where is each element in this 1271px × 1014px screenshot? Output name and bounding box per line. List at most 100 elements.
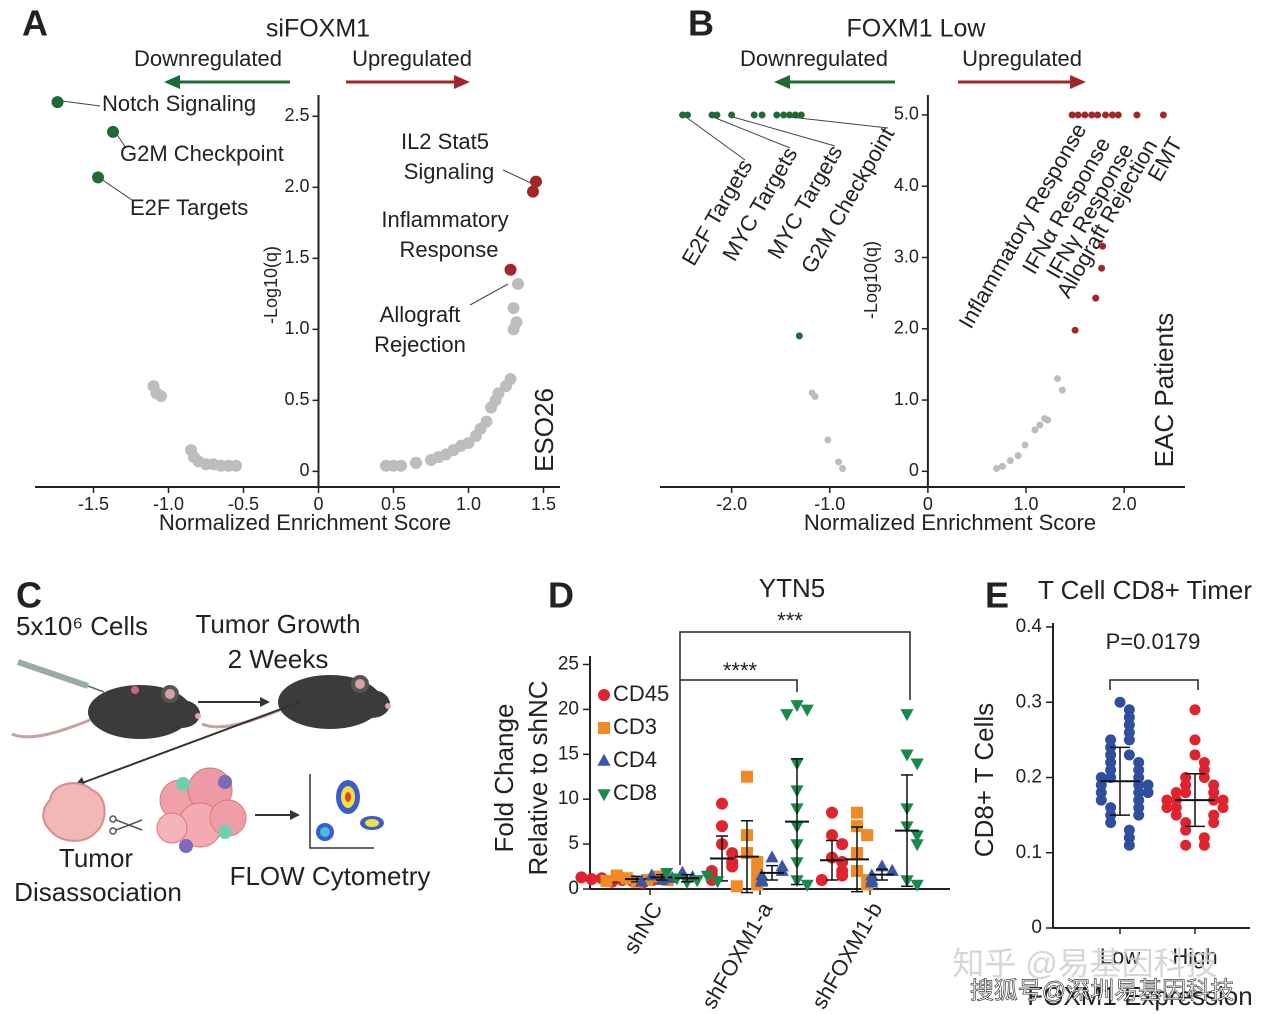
point: [107, 125, 119, 138]
dot: [1133, 809, 1145, 821]
diagram-label: Disassociation: [14, 877, 182, 907]
point: [1036, 421, 1044, 429]
point: [811, 392, 819, 400]
y-tick-label: 0.3: [1016, 691, 1042, 712]
point: [51, 96, 64, 109]
diagram-label: 2 Weeks: [228, 644, 329, 674]
watermarks: 知乎 @易基因科技 搜狐号@深圳易基因科技: [952, 945, 1234, 1004]
point: [708, 111, 716, 119]
dot: [700, 870, 714, 883]
annotation: P=0.0179: [1106, 629, 1201, 654]
dot: [851, 820, 863, 833]
point: [530, 175, 542, 188]
dot: [1123, 839, 1135, 851]
point: [512, 277, 524, 290]
point: [1099, 242, 1107, 250]
dot: [1105, 734, 1117, 746]
leader-line: [685, 116, 746, 161]
plot-frame: [309, 774, 374, 849]
dot: [1189, 734, 1201, 746]
annotation: Notch Signaling: [102, 91, 256, 116]
point: [92, 171, 104, 184]
point: [1081, 111, 1089, 119]
scissors: [109, 815, 143, 835]
point: [504, 373, 517, 386]
dot: [910, 879, 924, 892]
point: [998, 462, 1006, 470]
y-axis-label: CD8+ T Cells: [969, 703, 999, 857]
dot: [1105, 756, 1117, 768]
dot: [1105, 802, 1117, 814]
dot: [1180, 824, 1192, 836]
annotation: ***: [777, 608, 803, 633]
y-tick-label: 1.0: [894, 389, 919, 409]
immune-cell: [179, 839, 193, 853]
y-tick-label: 20: [558, 698, 579, 719]
dot: [1198, 764, 1210, 776]
panel-label: B: [688, 3, 714, 44]
point: [1094, 111, 1102, 119]
dot: [755, 874, 769, 887]
point: [993, 464, 1001, 472]
dot: [1180, 787, 1192, 799]
point: [773, 111, 781, 119]
arrow-head: [454, 75, 470, 89]
dot: [680, 877, 694, 890]
annotation: Rejection: [374, 332, 466, 357]
leader-line: [732, 116, 836, 147]
tumor: [42, 782, 106, 842]
x-tick-label: 2.0: [1112, 494, 1137, 514]
dot: [1105, 749, 1117, 761]
dot: [1105, 764, 1117, 776]
diagram-label: Tumor Growth: [195, 609, 360, 639]
watermark: 知乎 @易基因科技: [952, 945, 1217, 981]
legend-marker: [597, 789, 611, 802]
dot: [1208, 787, 1220, 799]
point: [839, 464, 847, 472]
dot: [1198, 832, 1210, 844]
dot: [585, 873, 598, 886]
y-tick-label: 0: [909, 460, 919, 480]
y-tick-label: 5.0: [894, 104, 919, 124]
dot: [765, 850, 779, 863]
dot: [1133, 772, 1145, 783]
point: [835, 458, 843, 466]
dot: [1208, 809, 1220, 821]
dot: [610, 869, 623, 882]
point: [492, 387, 505, 400]
arrow-head: [774, 75, 790, 89]
leader-line: [502, 169, 532, 184]
y-tick-label: 0: [299, 460, 309, 480]
side-label: ESO26: [529, 388, 559, 472]
dot: [1208, 779, 1220, 791]
x-axis-label: FOXM1 Expression: [1027, 981, 1252, 1011]
point: [1098, 264, 1106, 272]
leader-line: [61, 100, 101, 107]
dot: [875, 859, 889, 872]
point: [1014, 452, 1022, 460]
chart-title: siFOXM1: [266, 15, 370, 43]
dot: [1095, 772, 1107, 783]
syringe: [17, 659, 89, 689]
dot: [1198, 772, 1210, 783]
dot: [885, 863, 899, 876]
dot: [1105, 772, 1117, 783]
arrow-head: [1070, 75, 1086, 89]
y-tick-label: 0.2: [1016, 767, 1042, 788]
dot: [1123, 726, 1135, 738]
dot: [1123, 832, 1135, 844]
point: [510, 316, 523, 329]
dot: [1208, 817, 1220, 829]
y-axis-label: Fold Change: [489, 704, 519, 853]
dot: [1217, 802, 1229, 814]
x-tick-label: High: [1172, 944, 1217, 969]
direction-label: Upregulated: [352, 46, 472, 71]
leader-line: [100, 178, 133, 201]
y-tick-label: 5: [568, 833, 579, 854]
legend-marker: [597, 753, 611, 766]
legend-label: CD4: [613, 747, 657, 772]
significance-bracket: [1109, 679, 1199, 690]
y-tick-label: 0: [1031, 917, 1042, 938]
dot: [600, 874, 613, 887]
dot: [1180, 817, 1192, 829]
